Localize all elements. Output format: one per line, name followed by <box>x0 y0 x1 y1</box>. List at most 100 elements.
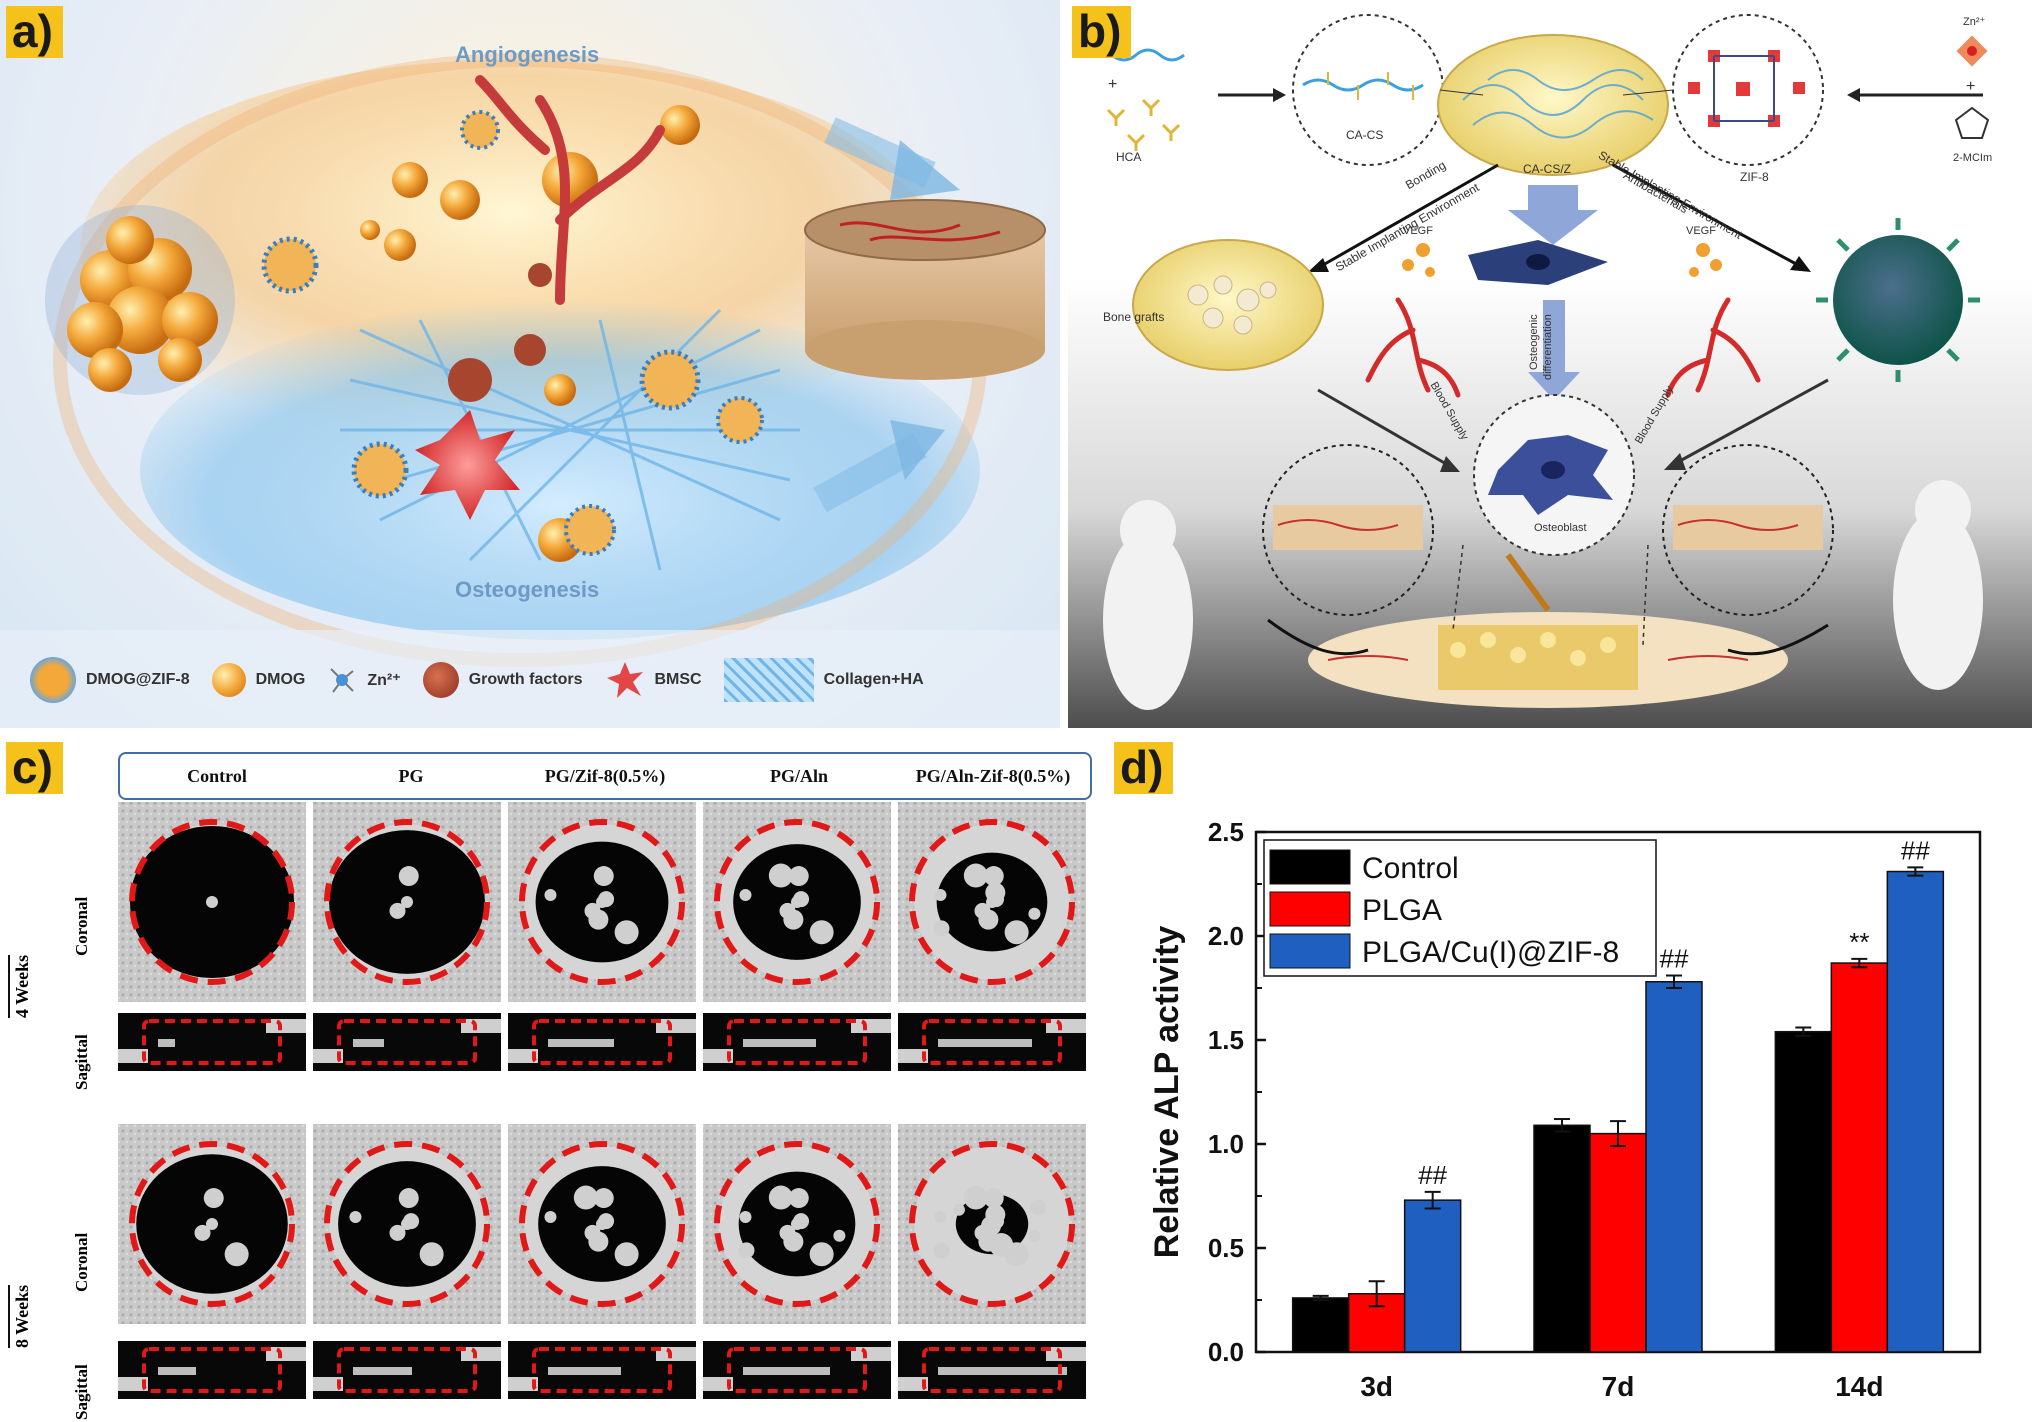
defect-outline <box>129 1141 295 1307</box>
new-bone-fragment <box>989 1233 1014 1258</box>
osteoblast-label: Osteoblast <box>1534 522 1587 534</box>
panel-b-illustration <box>1087 14 1990 710</box>
legend-swatch <box>1269 891 1351 927</box>
dmog-sphere-icon <box>211 663 246 697</box>
new-bone-fragment <box>598 891 615 908</box>
legend-item: Collagen+HA <box>723 658 924 702</box>
bmsc-cell-icon <box>605 660 645 700</box>
ct-cells <box>118 802 1086 1399</box>
dmog-zif8-cluster <box>45 205 235 395</box>
new-bone-fragment <box>783 1231 804 1252</box>
y-axis-label: Relative ALP activity <box>1148 926 1186 1259</box>
column-header-box: Control PG PG/Zif-8(0.5%) PG/Aln PG/Aln-… <box>118 752 1092 800</box>
new-bone-fragment <box>985 882 1006 903</box>
significance-mark: ## <box>1901 835 1930 865</box>
new-bone-fragment <box>398 866 419 887</box>
defect-outline <box>142 1347 282 1393</box>
new-bone-fragment <box>833 1229 846 1242</box>
legend-swatch <box>1269 933 1351 969</box>
growth-factor-icon <box>422 662 459 698</box>
new-bone-fragment <box>389 1224 406 1241</box>
hca-label: HCA <box>1116 150 1142 164</box>
new-bone-fragment <box>614 1242 639 1267</box>
collagen-ha-icon <box>723 658 814 702</box>
new-bone-fragment <box>738 1242 755 1259</box>
defect-outline <box>909 1141 1075 1307</box>
column-header: PG/Aln-Zif-8(0.5%) <box>915 765 1071 786</box>
new-bone-fragment <box>739 1210 752 1223</box>
x-tick-label: 7d <box>1602 1371 1635 1402</box>
new-bone-sagittal <box>548 1367 621 1375</box>
view-coronal-label: Coronal <box>72 896 91 956</box>
new-bone-fragment <box>783 909 804 930</box>
new-bone-fragment <box>1028 907 1041 920</box>
new-bone-fragment <box>206 1218 218 1230</box>
new-bone-sagittal <box>743 1367 830 1375</box>
column-header: PG/Aln <box>769 765 828 786</box>
new-bone-fragment <box>768 1185 793 1210</box>
new-bone-fragment <box>793 1213 810 1230</box>
defect-outline <box>129 819 295 985</box>
new-bone-fragment <box>598 1213 615 1230</box>
bar <box>1403 1199 1462 1353</box>
significance-mark: ## <box>1660 944 1689 974</box>
y-tick-label: 1.5 <box>1208 1025 1244 1055</box>
defect-outline <box>532 1347 672 1393</box>
new-bone-fragment <box>573 1185 598 1210</box>
bar <box>1774 1030 1833 1353</box>
y-tick-label: 0.5 <box>1208 1233 1244 1263</box>
panel-a-schematic: a) <box>0 0 1060 728</box>
new-bone-fragment <box>739 888 752 901</box>
new-bone-sagittal <box>938 1039 1032 1047</box>
panel-a-label: a) <box>6 6 63 58</box>
bar <box>1886 870 1945 1353</box>
column-header: PG <box>398 765 424 786</box>
legend-swatch <box>1269 849 1351 885</box>
new-bone-fragment <box>544 1210 557 1223</box>
panel-a-legend: DMOG@ZIF-8 DMOG Zn²⁺ Growth factors BMSC… <box>30 650 1050 710</box>
new-bone-fragment <box>1028 1229 1041 1242</box>
new-bone-sagittal <box>353 1039 384 1047</box>
new-bone-sagittal <box>158 1039 175 1047</box>
new-bone-sagittal <box>353 1367 412 1375</box>
bar <box>1533 1124 1591 1353</box>
x-tick-label: 14d <box>1835 1371 1883 1402</box>
new-bone-fragment <box>588 909 609 930</box>
new-bone-fragment <box>593 1188 614 1209</box>
defect-outline <box>532 1019 672 1065</box>
new-bone-fragment <box>1030 1199 1047 1216</box>
panel-a-illustration <box>0 53 1060 728</box>
new-bone-fragment <box>593 866 614 887</box>
osteogenesis-title: Osteogenesis <box>455 577 600 602</box>
plus-sign: + <box>1108 76 1118 93</box>
new-bone-fragment <box>809 1242 834 1267</box>
new-bone-fragment <box>419 1242 444 1267</box>
significance-mark: ** <box>1849 927 1869 957</box>
significance-mark: ## <box>1418 1160 1447 1190</box>
new-bone-fragment <box>788 1188 809 1209</box>
micro-ct-grid <box>118 802 1086 1399</box>
new-bone-fragment <box>963 863 988 888</box>
x-tick-label: 3d <box>1360 1371 1393 1402</box>
defect-outline <box>324 1141 490 1307</box>
panel-b-schematic: b) <box>1068 0 2032 728</box>
panel-d-chart: d) 0.0 0.5 1.0 1.5 2.0 2.5 Relative ALP activi… <box>1108 736 2032 1422</box>
new-bone-fragment <box>588 1231 609 1252</box>
panel-c-label: c) <box>6 742 63 794</box>
panel-c-micro-ct: c) Control PG PG/Zif-8(0.5%) PG/Aln PG/A… <box>0 736 1100 1422</box>
bone-grafts-label: Bone grafts <box>1103 310 1165 324</box>
column-header: PG/Zif-8(0.5%) <box>544 765 666 786</box>
new-bone-fragment <box>194 1224 211 1241</box>
defect-outline <box>714 1141 880 1307</box>
legend-item: Growth factors <box>422 662 583 698</box>
new-bone-fragment <box>768 863 793 888</box>
bar <box>1830 962 1889 1353</box>
view-sagittal-label: Sagittal <box>72 1034 91 1090</box>
ca-cs-z-label: CA-CS/Z <box>1523 162 1571 176</box>
new-bone-fragment <box>963 1185 988 1210</box>
defect-outline <box>519 1141 685 1307</box>
legend-item: DMOG@ZIF-8 <box>30 657 190 703</box>
mcim-label: 2-MCIm <box>1953 152 1993 164</box>
new-bone-sagittal <box>548 1039 614 1047</box>
time-4-weeks-label: 4 Weeks <box>8 954 33 1018</box>
